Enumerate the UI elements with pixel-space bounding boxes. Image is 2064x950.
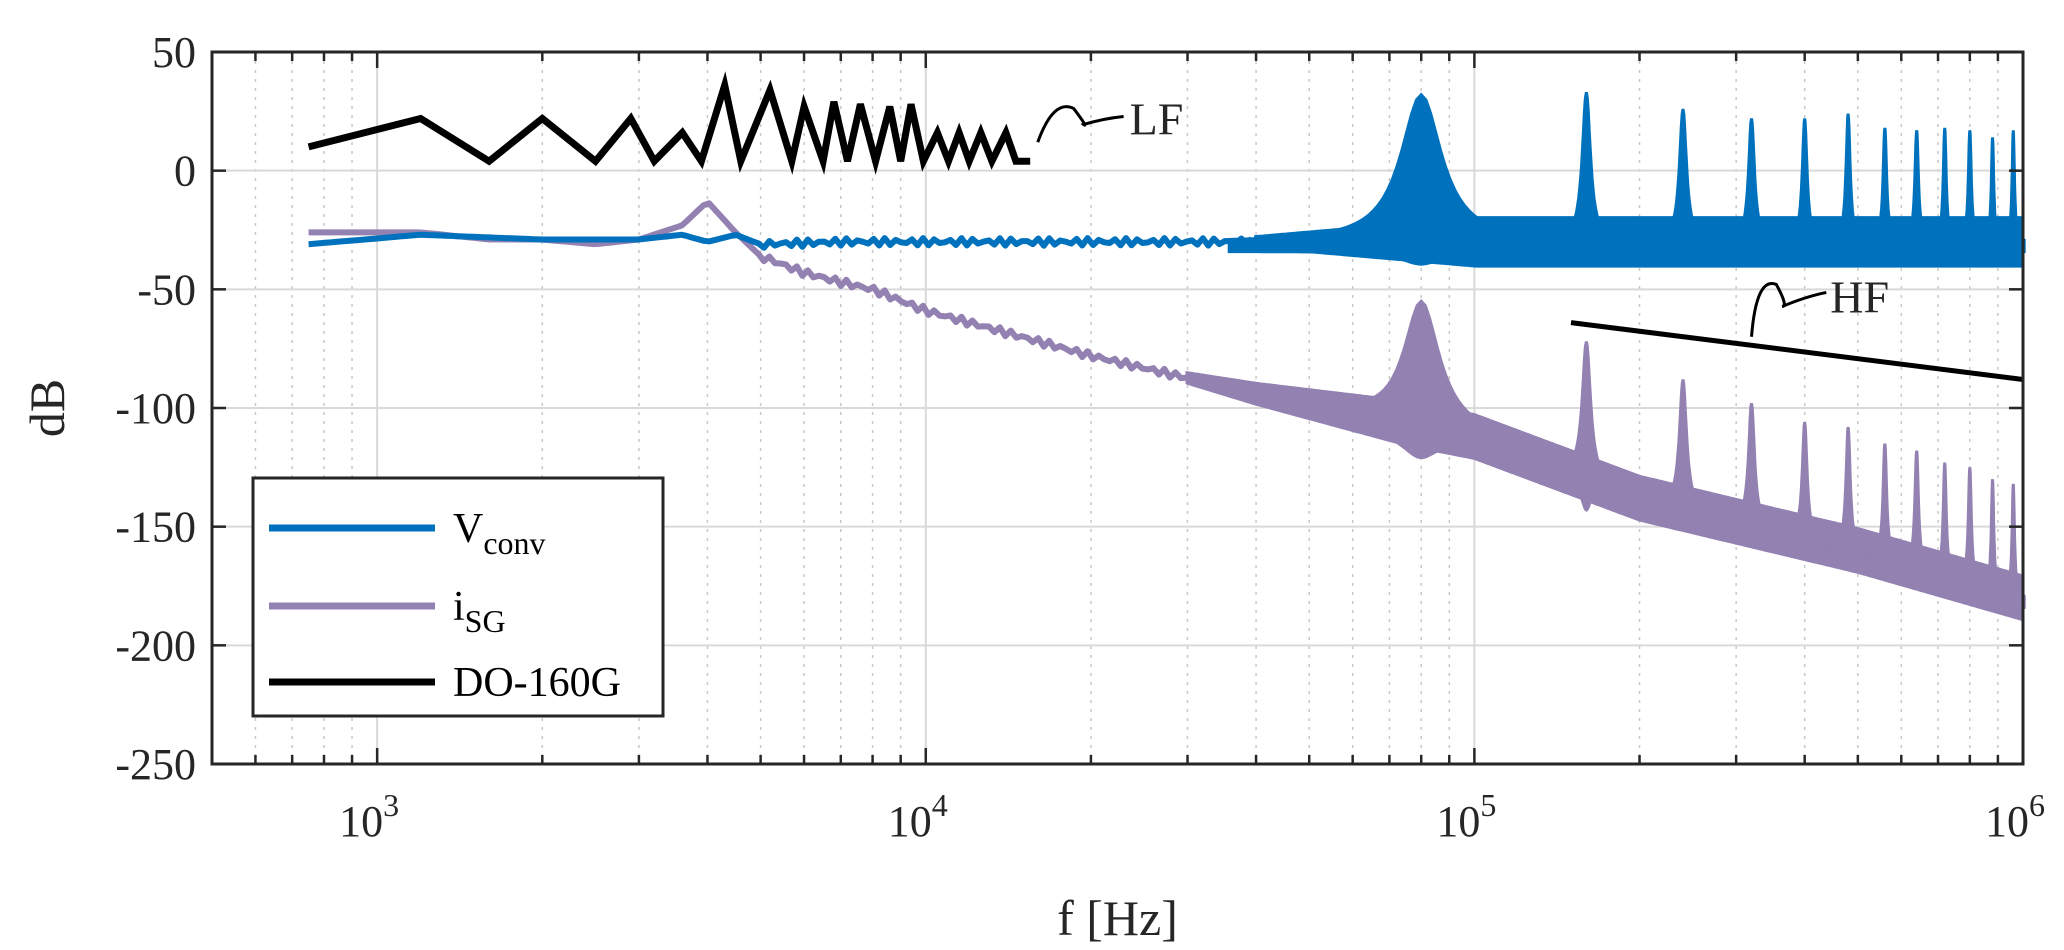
legend-label-isg-main: i [453, 584, 465, 630]
series-resonance-peak [1648, 108, 1717, 266]
series-line [308, 231, 1255, 251]
y-tick-label: 50 [152, 28, 196, 77]
y-tick-label: -200 [115, 621, 196, 670]
legend-label-vconv: Vconv [453, 506, 546, 561]
x-tick-label: 104 [888, 787, 948, 846]
legend-label-isg-sub: SG [465, 603, 506, 639]
x-tick-label-base: 10 [339, 797, 383, 846]
legend-label-do160g: DO-160G [453, 660, 621, 706]
do160g-lf-limit [307, 71, 1031, 175]
hf-annotation-leader [1750, 282, 1827, 337]
legend-label-vconv-sub: conv [483, 525, 545, 561]
do160g-hf-limit [1570, 320, 2024, 382]
annotations: LF HF [1036, 93, 1889, 337]
x-tick-label-base: 10 [888, 797, 932, 846]
x-tick-label-exponent: 4 [932, 787, 948, 823]
x-tick-label-exponent: 3 [383, 787, 399, 823]
legend-label-vconv-main: V [453, 506, 483, 552]
y-axis-label: dB [19, 379, 75, 437]
x-axis-label: f [Hz] [1057, 890, 1178, 946]
y-tick-label: -250 [115, 740, 196, 789]
y-tick-label: -50 [137, 265, 196, 314]
hf-annotation-label: HF [1830, 271, 1889, 322]
y-tick-label: -100 [115, 384, 196, 433]
y-tick-label: 0 [174, 147, 196, 196]
series-resonance-peak [1546, 341, 1626, 513]
series-resonance-peak [1781, 118, 1828, 267]
y-tick-label: -150 [115, 503, 196, 552]
series-do160g [307, 71, 2024, 382]
series-layer [307, 71, 2026, 622]
lf-annotation-leader [1036, 105, 1124, 143]
series-resonance-peak [1781, 421, 1828, 554]
series-resonance-peak [1648, 379, 1717, 528]
series-resonance-peak [1546, 92, 1626, 266]
legend-label-isg: iSG [453, 584, 506, 639]
x-tick-label-exponent: 5 [1480, 787, 1496, 823]
series-vconv [308, 92, 2026, 268]
x-tick-label-base: 10 [1436, 797, 1480, 846]
x-tick-label-exponent: 6 [2029, 787, 2045, 823]
x-tick-label: 103 [339, 787, 399, 846]
x-tick-label: 105 [1436, 787, 1496, 846]
lf-annotation-label: LF [1130, 93, 1184, 144]
legend: Vconv iSG DO-160G [251, 476, 665, 718]
legend-box [251, 476, 665, 718]
x-tick-label-base: 10 [1985, 797, 2029, 846]
series-resonance-peak [1722, 118, 1781, 267]
x-tick-label: 106 [1985, 787, 2045, 846]
series-resonance-peak [1722, 403, 1781, 544]
